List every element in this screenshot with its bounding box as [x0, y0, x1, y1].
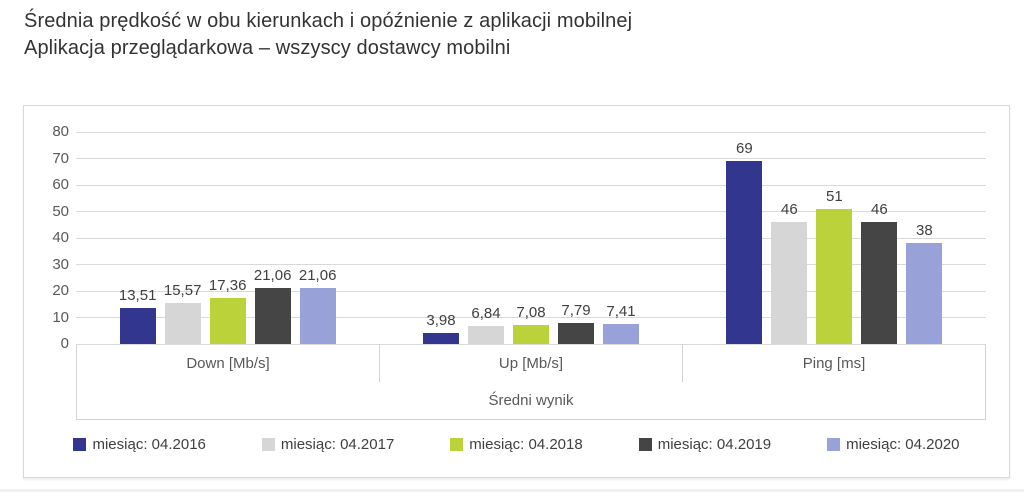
bar-value-label: 21,06	[253, 267, 292, 285]
page-title: Średnia prędkość w obu kierunkach i opóź…	[24, 8, 632, 62]
legend-swatch-icon	[450, 438, 464, 451]
gridline	[76, 317, 986, 318]
title-line-2: Aplikacja przeglądarkowa – wszyscy dosta…	[24, 37, 511, 59]
bar-value-label: 51	[825, 187, 843, 205]
bar-down-2016	[119, 308, 156, 344]
bar-ping-2020	[906, 243, 943, 344]
bar-value-label: 46	[780, 201, 798, 219]
bar-value-label: 17,36	[208, 276, 247, 294]
y-axis-tick-label: 80	[52, 123, 69, 140]
legend-item-2019: miesiąc: 04.2019	[638, 436, 772, 453]
y-axis-tick-label: 20	[52, 282, 69, 299]
bar-value-label: 46	[870, 201, 888, 219]
bar-down-2019	[254, 288, 291, 344]
bar-up-2019	[558, 323, 594, 344]
bottom-divider	[0, 489, 1024, 492]
bar-value-label: 3,98	[426, 312, 456, 330]
y-axis-tick-label: 50	[52, 202, 69, 220]
bar-down-2018	[209, 297, 246, 344]
legend-swatch-icon	[827, 438, 841, 451]
bar-ping-2018	[816, 208, 853, 344]
gridline	[76, 131, 986, 133]
gridline	[76, 211, 986, 212]
category-label-down: Down [Mb/s]	[186, 354, 270, 372]
title-line-1: Średnia prędkość w obu kierunkach i opóź…	[24, 10, 633, 32]
bar-value-label: 7,08	[516, 304, 546, 322]
bar-ping-2019	[861, 222, 898, 344]
category-label-row: Down [Mb/s] Up [Mb/s] Ping [ms]	[77, 344, 985, 382]
gridline	[76, 184, 986, 186]
bar-value-label: 7,41	[606, 303, 636, 321]
bar-up-2016	[423, 333, 459, 344]
legend-item-2018: miesiąc: 04.2018	[450, 436, 583, 453]
bar-value-label: 15,57	[163, 281, 202, 299]
category-axis: Down [Mb/s] Up [Mb/s] Ping [ms] Średni w…	[76, 344, 986, 420]
legend-label: miesiąc: 04.2017	[280, 436, 395, 453]
bar-down-2017	[164, 302, 201, 344]
bar-value-label: 13,51	[118, 287, 157, 305]
bar-value-label: 38	[915, 222, 933, 240]
gridline	[76, 290, 986, 292]
bar-value-label: 21,06	[298, 267, 337, 285]
legend-label: miesiąc: 04.2019	[657, 436, 772, 453]
x-axis-title: Średni wynik	[488, 392, 574, 409]
bar-up-2018	[513, 325, 549, 344]
bar-down-2020	[299, 288, 336, 344]
category-label-up: Up [Mb/s]	[379, 344, 682, 382]
legend-swatch-icon	[261, 438, 275, 451]
y-axis-tick-label: 0	[60, 335, 69, 352]
bar-value-label: 69	[735, 140, 753, 158]
legend-item-2020: miesiąc: 04.2020	[827, 436, 960, 453]
legend-item-2016: miesiąc: 04.2016	[73, 436, 206, 453]
legend: miesiąc: 04.2016 miesiąc: 04.2017 miesiąc:…	[24, 436, 1009, 453]
bar-up-2020	[603, 324, 639, 344]
y-axis-tick-label: 70	[52, 149, 69, 167]
gridline	[76, 264, 986, 265]
chart-card: 0 10 20 30 40 50 60 70 80 13,51 15,57 17,36 21,06 21,…	[23, 105, 1010, 478]
bar-ping-2017	[771, 222, 808, 344]
legend-label: miesiąc: 04.2020	[846, 436, 960, 453]
bar-up-2017	[468, 325, 504, 344]
y-axis-tick-label: 40	[52, 229, 69, 246]
y-axis-tick-label: 60	[52, 176, 69, 193]
legend-item-2017: miesiąc: 04.2017	[261, 436, 395, 453]
legend-label: miesiąc: 04.2018	[469, 436, 583, 453]
bar-ping-2016	[726, 161, 763, 344]
gridline	[76, 158, 986, 159]
bar-value-label: 6,84	[471, 304, 501, 322]
gridline	[76, 343, 986, 345]
bar-value-label: 7,79	[561, 302, 591, 320]
legend-swatch-icon	[638, 438, 652, 451]
legend-swatch-icon	[73, 438, 87, 451]
y-axis-tick-label: 10	[52, 308, 69, 326]
legend-label: miesiąc: 04.2016	[92, 436, 206, 453]
gridline	[76, 237, 986, 239]
y-axis-tick-label: 30	[52, 255, 69, 273]
category-label-ping: Ping [ms]	[682, 344, 985, 382]
